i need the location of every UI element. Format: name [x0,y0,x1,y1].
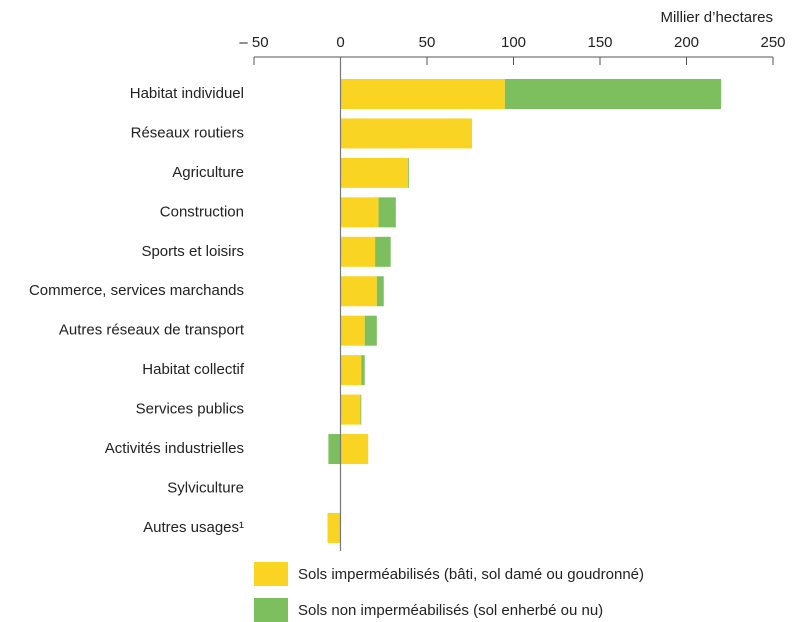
x-tick-label: 100 [501,34,526,51]
legend-label: Sols imperméabilisés (bâti, sol damé ou … [298,566,644,583]
x-tick-label: 0 [336,34,344,51]
legend-swatch [254,598,288,622]
bar [340,79,505,109]
bar [340,197,379,228]
category-label: Autres usages¹ [143,519,244,536]
category-label: Agriculture [172,164,244,181]
category-label: Autres réseaux de transport [59,322,245,339]
bar [504,79,722,109]
axis-label: Millier d’hectares [660,9,773,26]
category-label: Construction [160,203,244,220]
category-label: Commerce, services marchands [29,282,244,299]
bar [364,315,377,346]
bar [340,355,362,386]
bar [407,157,409,188]
category-label: Sports et loisirs [141,243,244,260]
bar [340,394,361,425]
bar [340,118,472,149]
legend-swatch [254,562,288,586]
x-tick-label: 200 [674,34,699,51]
x-tick-label: 250 [760,34,785,51]
bar [360,394,362,425]
bar [340,434,369,465]
bar [328,434,341,465]
bar [361,355,365,386]
legend-label: Sols non imperméabilisés (sol enherbé ou… [298,602,603,619]
bar [375,236,391,267]
x-tick-label: 50 [419,34,436,51]
bar [378,197,396,228]
category-label: Habitat collectif [142,361,245,378]
bar [340,157,408,188]
category-label: Services publics [136,401,244,418]
category-label: Habitat individuel [130,85,244,102]
category-label: Activités industrielles [105,440,244,457]
bar [327,512,341,543]
x-tick-label: 150 [587,34,612,51]
x-tick-label: – 50 [239,34,268,51]
bar [340,315,365,346]
bar [340,236,376,267]
category-label: Sylviculture [167,479,244,496]
category-label: Réseaux routiers [131,124,244,141]
bar [376,276,384,307]
bar [340,276,377,307]
